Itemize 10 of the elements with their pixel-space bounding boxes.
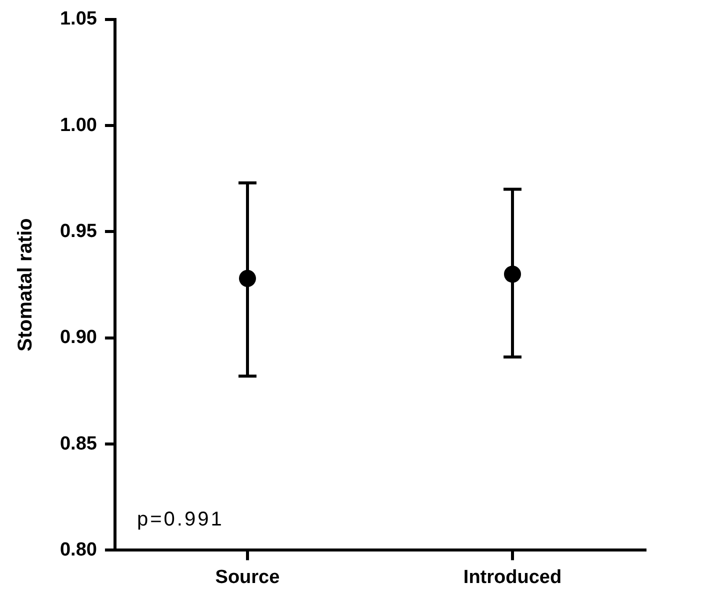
- y-axis-title: Stomatal ratio: [14, 218, 37, 352]
- x-tick-label: Source: [215, 566, 280, 588]
- y-tick-label: 0.95: [60, 220, 98, 242]
- y-tick-label: 0.80: [60, 539, 97, 560]
- y-tick-label: 1.05: [60, 8, 98, 30]
- y-tick-label: 0.90: [60, 327, 97, 348]
- y-tick-label: 1.00: [60, 114, 97, 136]
- x-tick-label: Introduced: [463, 566, 562, 588]
- annotation: p=0.991: [136, 508, 224, 531]
- y-tick-label: 0.85: [60, 433, 98, 454]
